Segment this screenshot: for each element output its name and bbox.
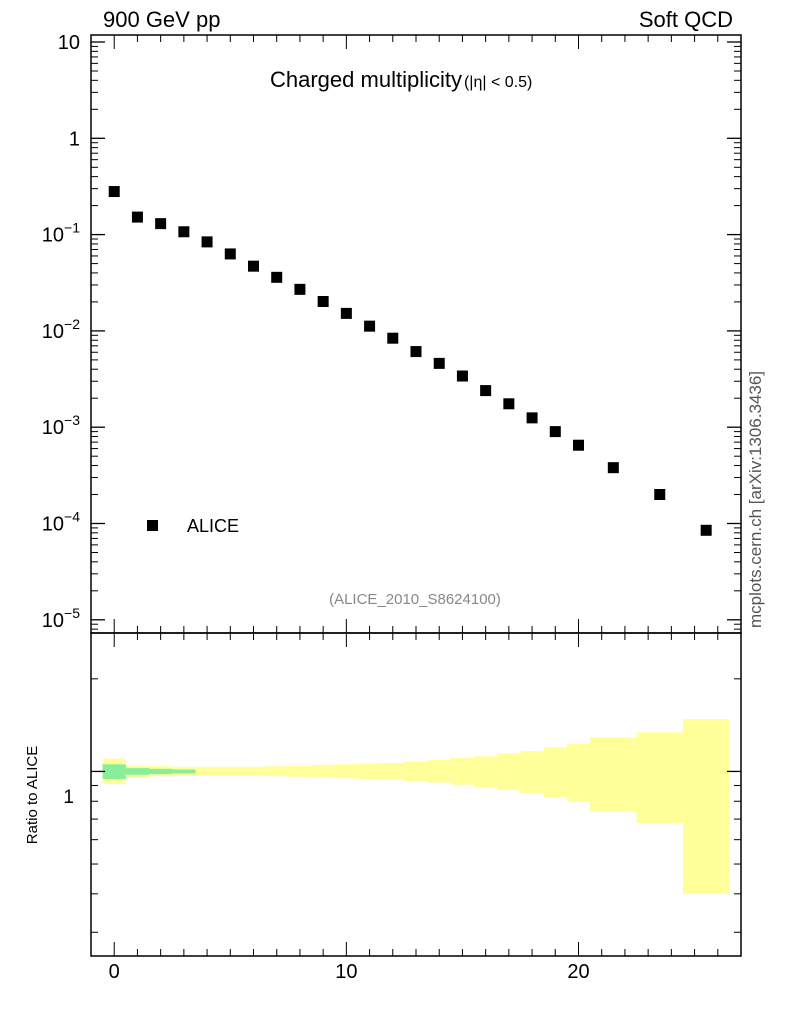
uncertainty-band-green [125,768,150,775]
data-point [549,426,561,438]
x-tick-label: 20 [567,961,589,983]
uncertainty-band-yellow [474,756,498,787]
data-point [700,524,712,536]
data-point [271,271,283,283]
data-point [480,385,492,397]
ratio-y-axis-label: Ratio to ALICE [24,746,41,844]
ratio-bands [102,719,730,894]
plot-title: Charged multiplicity (|η| < 0.5) [270,67,532,92]
data-point [573,439,584,451]
legend-marker [147,520,158,531]
uncertainty-band-yellow [543,747,567,798]
uncertainty-band-yellow [590,737,637,812]
y-tick-label: 10−5 [42,605,80,632]
data-point [248,260,259,272]
ratio-y-tick-label: 1 [63,787,74,808]
data-point [108,186,120,198]
uncertainty-band-yellow [497,753,521,791]
data-point [178,226,190,238]
data-point [456,370,468,382]
main-axis-ticks: 10 1 10−1 10−2 10−3 10−4 10−5 [42,32,741,633]
uncertainty-band-green [102,764,126,779]
y-tick-label: 10 [58,32,80,54]
data-point [224,248,236,260]
uncertainty-band-green [172,769,196,774]
analysis-id-label: (ALICE_2010_S8624100) [329,591,501,608]
uncertainty-band-yellow [381,763,405,780]
y-tick-label: 10−4 [42,509,80,536]
uncertainty-band-yellow [520,751,544,794]
uncertainty-band-yellow [357,763,382,779]
ratio-plot-frame [90,632,742,957]
uncertainty-band-yellow [450,758,475,785]
data-point [607,462,619,474]
data-point [503,398,515,410]
data-point [387,332,399,344]
data-point [654,489,666,501]
data-point [201,236,213,248]
uncertainty-band-yellow [311,764,335,778]
uncertainty-band-yellow [195,766,219,776]
ratio-axis-ticks: 0 10 20 [91,633,741,983]
uncertainty-band-yellow [566,743,591,802]
uncertainty-band-yellow [241,766,266,776]
uncertainty-band-green [149,768,173,775]
header-energy-label: 900 GeV pp [103,7,221,32]
data-point [155,218,167,230]
x-tick-label: 0 [109,961,120,983]
y-tick-label: 10−1 [42,220,80,247]
uncertainty-band-yellow [218,766,242,776]
legend-label: ALICE [187,516,239,536]
header-category-label: Soft QCD [638,7,733,32]
main-plot-panel: 10 1 10−1 10−2 10−3 10−4 10−5 Charged multipli… [42,32,742,634]
uncertainty-band-yellow [427,759,451,783]
data-point [131,211,143,223]
data-point [433,357,445,369]
uncertainty-band-yellow [288,765,312,777]
data-point [317,295,329,307]
y-tick-label: 10−3 [42,412,80,439]
uncertainty-band-yellow [682,719,730,894]
uncertainty-band-yellow [404,761,428,782]
x-tick-label: 10 [335,961,357,983]
uncertainty-band-yellow [636,732,683,823]
y-tick-label: 1 [69,128,80,150]
data-point [294,283,306,295]
data-point [340,307,352,319]
main-plot-frame [90,34,742,634]
data-point [526,412,538,424]
y-tick-label: 10−2 [42,316,80,343]
data-points [108,186,712,536]
ratio-plot-panel: 0 10 20 1 Ratio to ALICE [24,632,742,983]
uncertainty-band-yellow [265,766,289,777]
data-point [410,346,422,358]
data-point [364,320,376,332]
uncertainty-band-yellow [334,764,358,779]
